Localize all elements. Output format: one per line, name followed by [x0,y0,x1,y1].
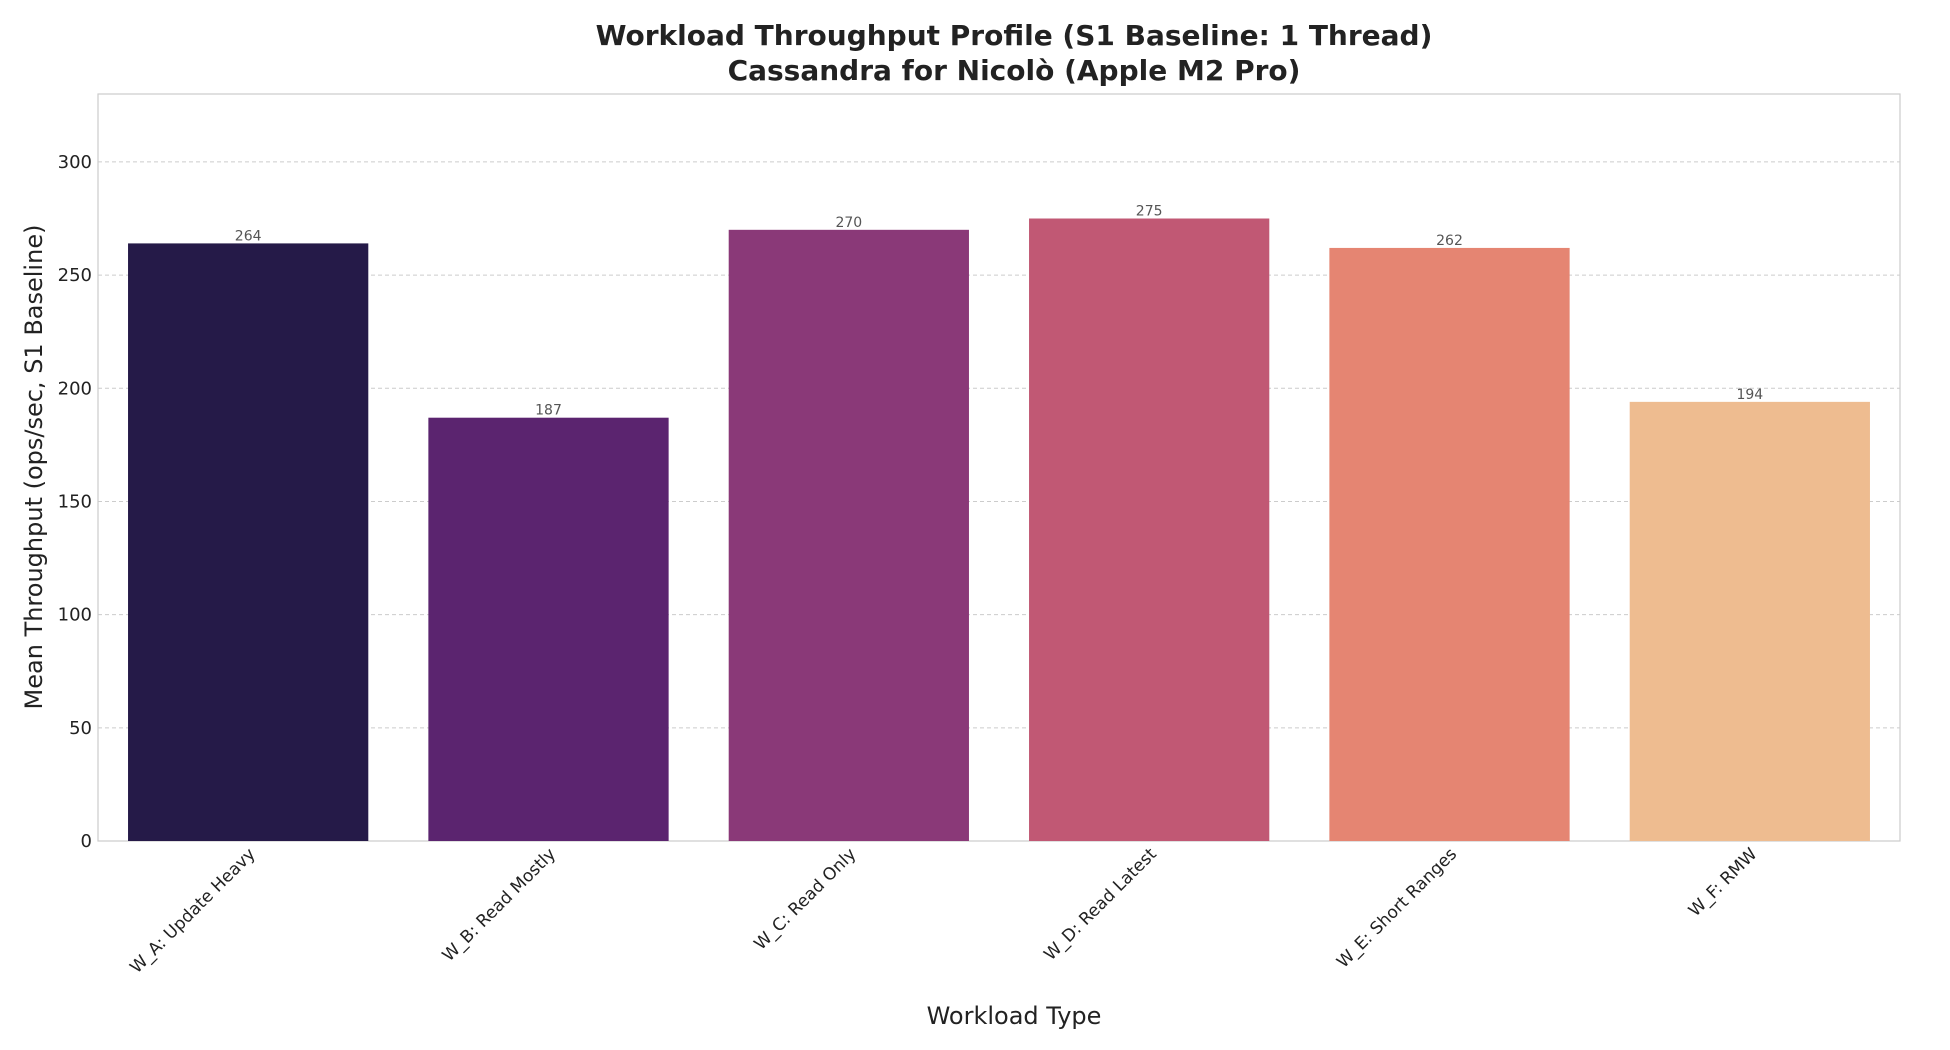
bars [128,218,1870,842]
bar-value-label: 264 [235,228,262,244]
x-axis-ticks: W_A: Update Heavy W_B: Read Mostly W_C: Re… [126,844,1761,978]
bar [1029,218,1270,841]
x-tick-label: W_B: Read Mostly [439,844,560,965]
y-tick-label: 300 [58,152,92,173]
bar-value-label: 194 [1736,387,1763,403]
bar [728,229,969,841]
bar [1629,401,1870,841]
y-axis-ticks: 0 50 100 150 200 250 300 [58,152,92,852]
x-tick-label: W_F: RMW [1685,844,1762,921]
y-tick-label: 250 [58,265,92,286]
x-tick-label: W_E: Short Ranges [1333,844,1461,972]
plot-area [97,93,1901,842]
y-tick-label: 150 [58,491,92,512]
x-tick-label: W_C: Read Only [751,844,861,954]
y-tick-label: 0 [81,831,92,852]
x-axis-label: Workload Type [927,1002,1102,1030]
x-tick-label: W_D: Read Latest [1040,844,1161,965]
chart-subtitle: Cassandra for Nicolò (Apple M2 Pro) [728,54,1301,87]
bar [128,243,369,841]
x-tick-label: W_A: Update Heavy [126,844,259,977]
bar [428,417,669,841]
y-tick-label: 100 [58,605,92,626]
y-tick-label: 50 [69,718,92,739]
bar-value-label: 187 [535,403,562,419]
y-axis-label: Mean Throughput (ops/sec, S1 Baseline) [20,225,48,710]
chart-title: Workload Throughput Profile (S1 Baseline… [596,19,1433,52]
bar [1329,247,1570,842]
bar-value-label: 262 [1436,233,1463,249]
y-tick-label: 200 [58,378,92,399]
grid-lines [98,161,1900,729]
bar-value-label: 270 [835,215,862,231]
data-labels: 264 187 270 275 262 194 [235,204,1763,419]
bar-value-label: 275 [1136,204,1163,220]
